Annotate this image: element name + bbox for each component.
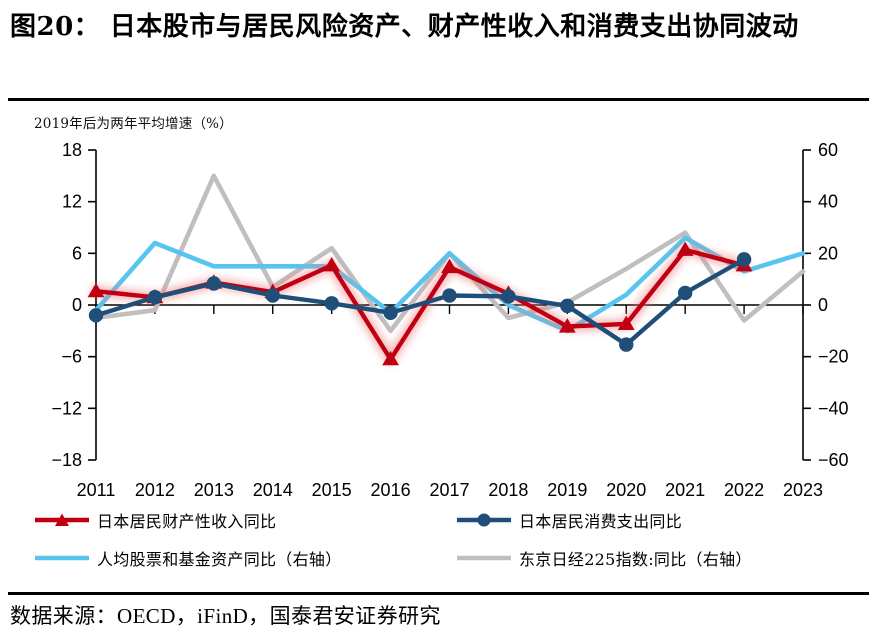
series-日本居民消费支出同比 xyxy=(88,252,752,352)
svg-text:2011: 2011 xyxy=(77,480,116,500)
legend-swatch-property-income xyxy=(34,511,90,529)
legend-item-nikkei225: 东京日经225指数:同比（右轴） xyxy=(456,546,752,570)
svg-text:−12: −12 xyxy=(51,398,82,418)
figure-title: 图20： 日本股市与居民风险资产、财产性收入和消费支出协同波动 xyxy=(10,12,799,42)
svg-text:−60: −60 xyxy=(818,450,849,470)
legend-label-stock-fund-assets: 人均股票和基金资产同比（右轴） xyxy=(97,550,342,569)
svg-text:2016: 2016 xyxy=(371,480,411,500)
legend-swatch-stock-fund-assets xyxy=(34,549,90,567)
svg-text:2021: 2021 xyxy=(665,480,705,500)
svg-text:2017: 2017 xyxy=(429,480,469,500)
series-人均股票和基金资产同比（右轴） xyxy=(93,235,806,334)
svg-text:2023: 2023 xyxy=(783,480,823,500)
svg-text:2022: 2022 xyxy=(724,480,764,500)
svg-text:−6: −6 xyxy=(61,347,82,367)
divider-bottom xyxy=(8,592,869,595)
svg-text:2019: 2019 xyxy=(547,480,587,500)
svg-text:20: 20 xyxy=(818,243,838,263)
svg-text:2020: 2020 xyxy=(606,480,646,500)
svg-text:12: 12 xyxy=(62,192,82,212)
svg-text:60: 60 xyxy=(818,140,838,160)
x-axis-labels: 2011 2012 2013 2014 2015 2016 2017 2018 2019 2020… xyxy=(77,480,823,500)
svg-text:2015: 2015 xyxy=(312,480,352,500)
legend-swatch-nikkei225 xyxy=(456,549,512,567)
svg-text:2018: 2018 xyxy=(488,480,528,500)
legend-item-consumption: 日本居民消费支出同比 xyxy=(456,508,682,532)
svg-text:2012: 2012 xyxy=(135,480,175,500)
chart-legend: 日本居民财产性收入同比 日本居民消费支出同比 人均股票和基金资产同比（ xyxy=(8,506,869,588)
legend-label-consumption: 日本居民消费支出同比 xyxy=(519,512,683,531)
svg-text:40: 40 xyxy=(818,192,838,212)
svg-text:0: 0 xyxy=(72,295,82,315)
legend-label-property-income: 日本居民财产性收入同比 xyxy=(97,512,277,531)
legend-swatch-consumption xyxy=(456,511,512,529)
svg-text:−18: −18 xyxy=(51,450,82,470)
legend-item-stock-fund-assets: 人均股票和基金资产同比（右轴） xyxy=(34,546,342,570)
chart-container: 2019年后为两年平均增速（%） 18 12 6 0 −6 −12 −18 60 40 20 0 −2… xyxy=(8,102,869,590)
legend-label-nikkei225: 东京日经225指数:同比（右轴） xyxy=(519,550,752,569)
legend-item-property-income: 日本居民财产性收入同比 xyxy=(34,508,276,532)
svg-text:2013: 2013 xyxy=(194,480,234,500)
svg-text:6: 6 xyxy=(72,243,82,263)
divider-top xyxy=(8,98,869,101)
chart-subtitle: 2019年后为两年平均增速（%） xyxy=(34,116,233,132)
svg-text:−40: −40 xyxy=(818,398,849,418)
svg-text:−20: −20 xyxy=(818,347,849,367)
source-note: 数据来源：OECD，iFinD，国泰君安证券研究 xyxy=(10,604,441,628)
svg-text:18: 18 xyxy=(62,140,82,160)
svg-text:2014: 2014 xyxy=(253,480,293,500)
svg-text:0: 0 xyxy=(818,295,828,315)
